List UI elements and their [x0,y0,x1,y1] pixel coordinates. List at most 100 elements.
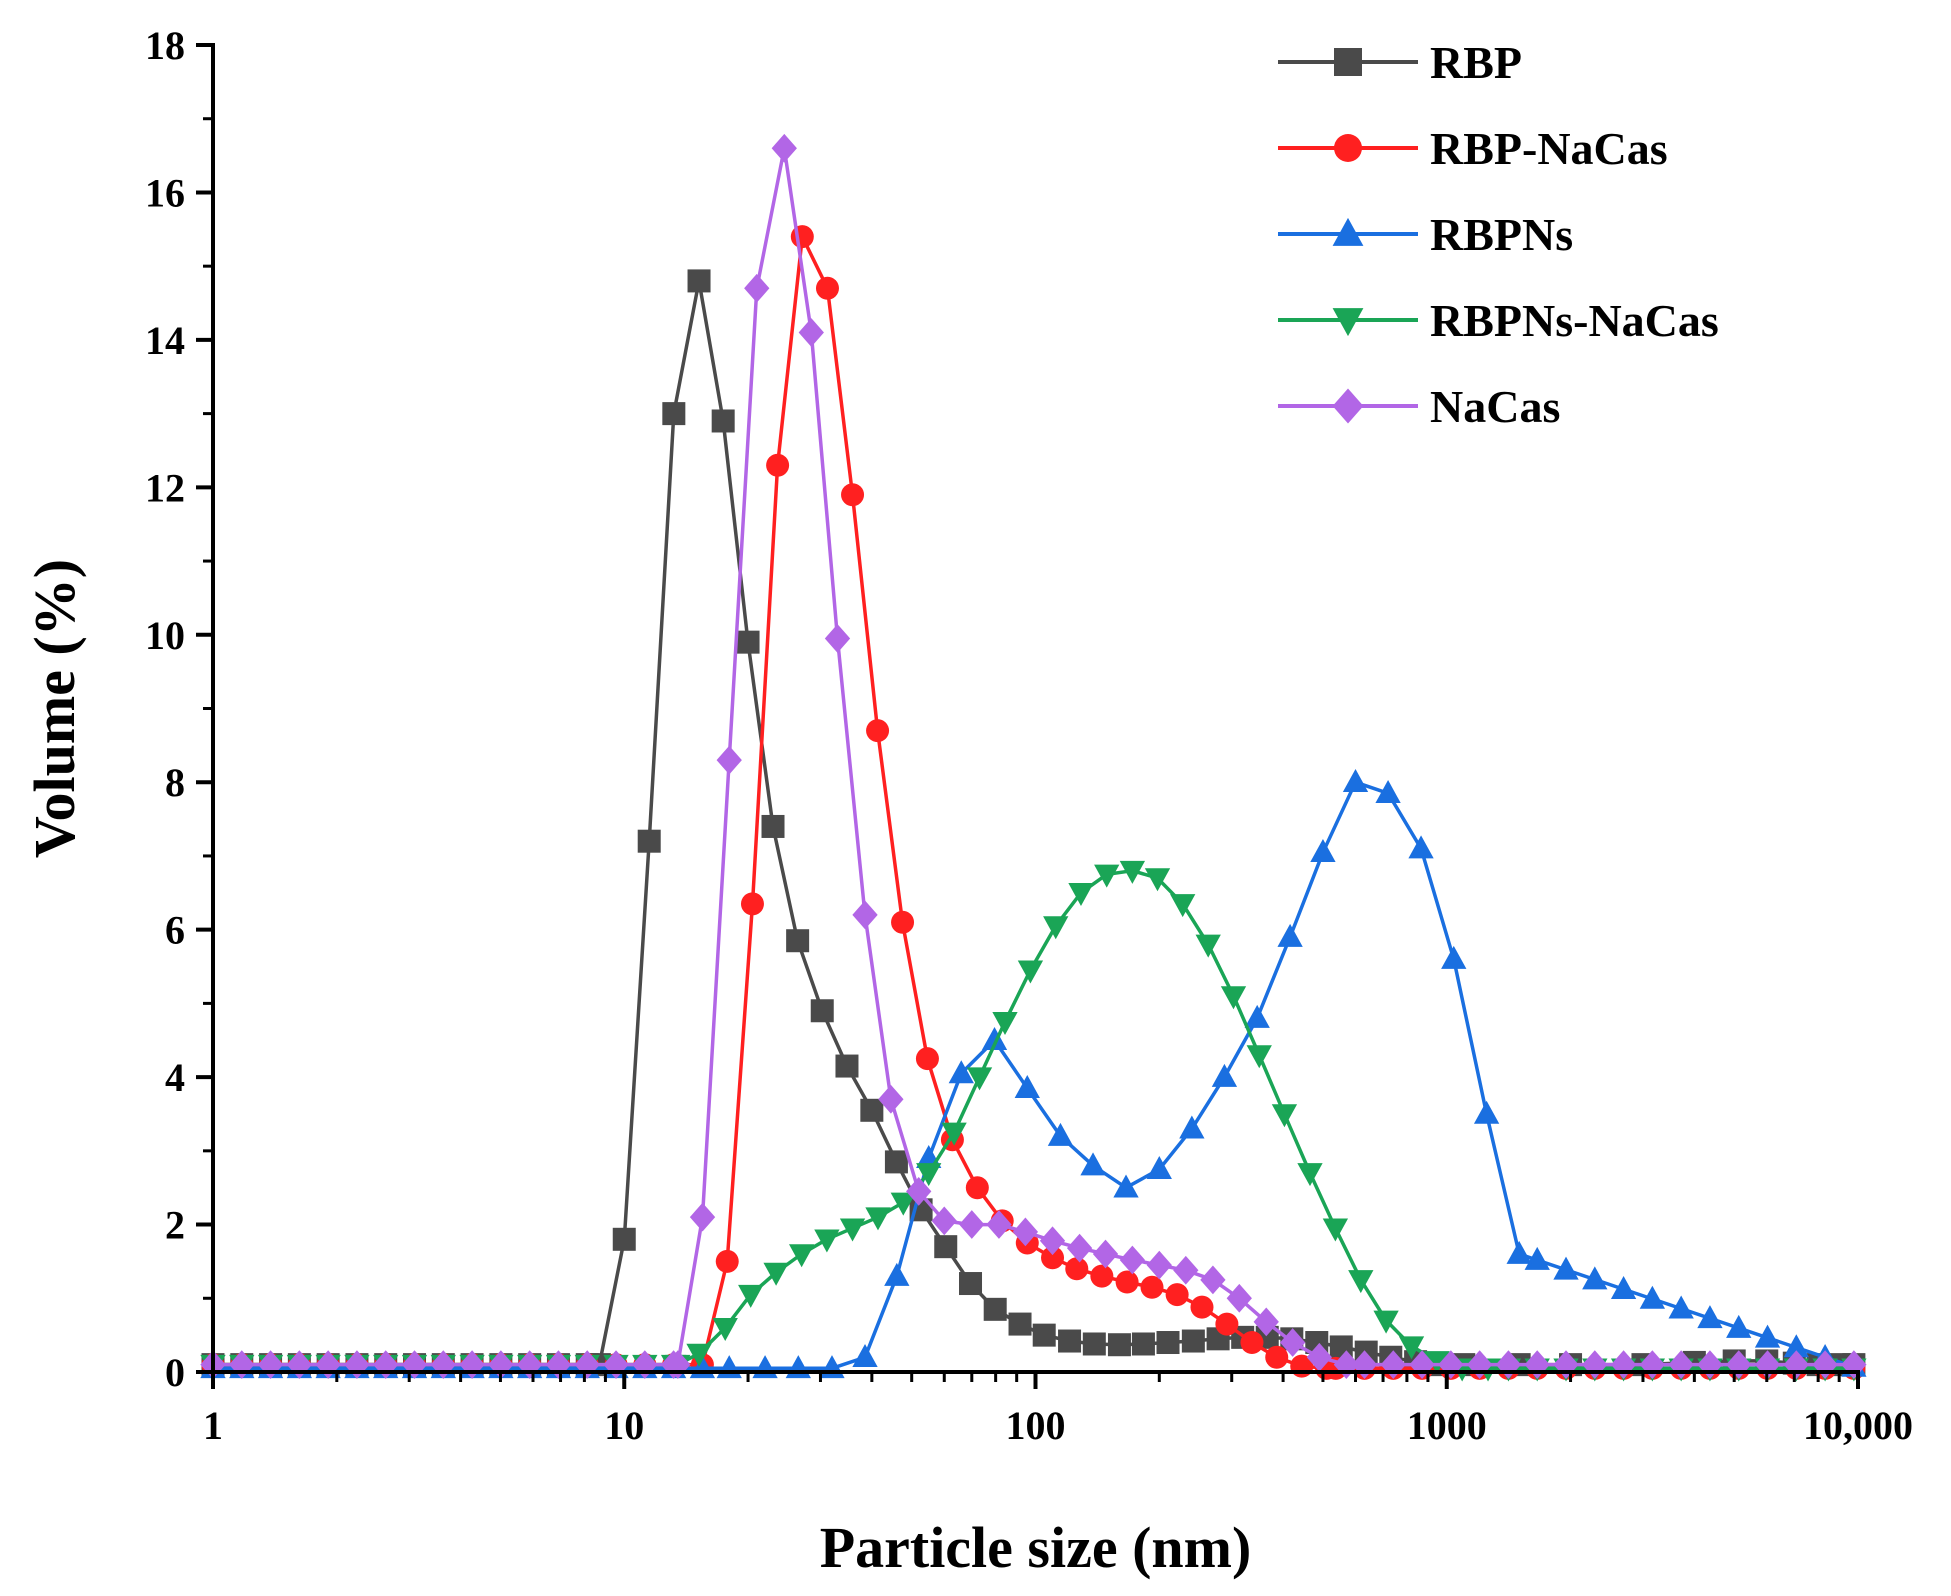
data-point [716,745,742,775]
data-point [1783,1334,1809,1358]
legend: RBP RBP-NaCas RBPNs RBPNs-NaCas NaCas [1278,37,1719,432]
data-point [852,900,878,930]
data-point [1014,1074,1040,1098]
data-point [1181,1329,1205,1353]
data-point [890,1192,916,1216]
data-point [1066,1233,1093,1263]
x-axis-title: Particle size (nm) [820,1515,1252,1580]
data-point [906,1177,932,1206]
data-point [1173,1255,1199,1285]
legend-label: RBPNs [1430,209,1573,260]
data-point [1246,1045,1272,1069]
y-tick-label: 16 [145,170,185,215]
data-point [1017,960,1044,984]
data-point [637,829,661,853]
data-point [1165,1283,1189,1307]
data-point [884,1262,910,1286]
data-point [1271,1104,1298,1128]
data-point [860,1098,884,1122]
data-point [1146,1250,1172,1280]
data-point [1215,1312,1239,1336]
data-point [798,318,824,347]
data-point [766,453,790,477]
data-point [941,1122,967,1146]
series-line [213,234,1858,1371]
data-point [1253,1307,1279,1337]
data-point [1082,1332,1106,1356]
x-tick-label: 1000 [1407,1403,1487,1448]
data-point [1144,868,1171,892]
data-point [1039,1226,1066,1256]
legend-item-rbp: RBP [1278,37,1522,88]
data-point [686,1343,712,1367]
data-point [866,719,890,743]
legend-marker [1332,217,1364,246]
y-tick-label: 8 [165,760,185,805]
data-point [1375,780,1401,804]
data-point [1113,1174,1139,1198]
data-point [786,929,810,953]
data-point [814,1229,840,1253]
series-markers [201,269,1866,1377]
data-point [744,273,770,303]
y-tick-label: 2 [165,1203,185,1248]
legend-label: RBPNs-NaCas [1430,295,1719,346]
data-point [1240,1331,1264,1355]
data-point [934,1235,958,1259]
data-point [687,269,711,293]
data-point [1265,1345,1289,1369]
data-point [1119,1245,1146,1275]
legend-marker [1334,134,1362,162]
y-tick-label: 14 [145,318,185,363]
data-point [1668,1350,1694,1380]
data-point [1032,1323,1056,1347]
data-point [1342,768,1369,792]
data-point [1398,1336,1425,1360]
data-point [1754,1350,1781,1380]
data-point [1310,839,1336,863]
data-point [810,999,834,1023]
data-point [839,1218,866,1242]
data-point [1008,1312,1032,1336]
data-point [983,1297,1007,1321]
legend-item-rbp-nacas: RBP-NaCas [1278,123,1668,174]
data-point [1297,1163,1323,1187]
series-rbp-nacas [201,225,1866,1380]
series-line [213,146,1858,1367]
data-point [1441,945,1467,969]
data-point [824,624,851,653]
data-point [712,1317,738,1341]
data-point [916,1163,942,1187]
data-point [1668,1295,1694,1319]
data-point [1380,1350,1406,1380]
data-point [1582,1266,1608,1290]
data-point [1068,883,1094,907]
data-point [1107,1333,1131,1357]
data-point [981,1027,1008,1051]
data-point [1697,1305,1723,1329]
data-point [1090,1264,1114,1288]
data-point [761,814,785,838]
data-point [1041,1246,1065,1270]
data-point [1280,1328,1306,1357]
data-point [884,1150,908,1174]
data-point [1170,894,1196,918]
data-point [915,1047,939,1071]
data-point [959,1272,983,1296]
data-point [1211,1063,1238,1087]
y-tick-label: 18 [145,23,185,68]
series-line [213,780,1859,1371]
legend-label: NaCas [1430,381,1560,432]
series-markers [201,225,1866,1380]
legend-marker [1332,308,1364,337]
series-line [213,868,1858,1371]
data-point [965,1176,989,1200]
series-rbpns-nacas [200,860,1867,1382]
data-point [1220,986,1247,1010]
data-point [966,1067,993,1091]
series-rbp [201,269,1866,1377]
y-tick-label: 0 [165,1350,185,1395]
data-point [771,133,797,163]
data-point [986,1210,1012,1239]
